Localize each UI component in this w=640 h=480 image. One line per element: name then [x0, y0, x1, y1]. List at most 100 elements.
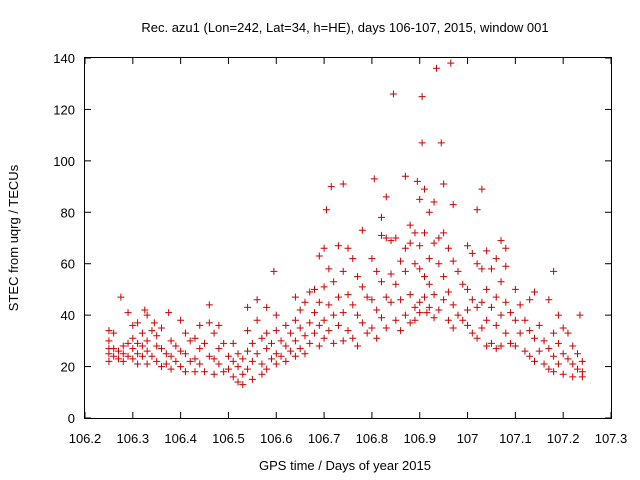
data-point	[559, 350, 567, 358]
data-point	[459, 316, 467, 324]
data-point	[301, 332, 309, 340]
data-point	[215, 360, 223, 368]
data-point	[487, 265, 495, 273]
x-axis-label: GPS time / Days of year 2015	[259, 458, 431, 473]
data-point	[162, 360, 170, 368]
data-point	[215, 321, 223, 329]
data-point	[181, 350, 189, 358]
data-point	[134, 319, 142, 327]
data-point	[239, 381, 247, 389]
y-tick-label: 120	[53, 102, 75, 117]
x-tick-label: 106.7	[308, 431, 341, 446]
data-point	[191, 334, 199, 342]
data-point	[322, 206, 330, 214]
data-point	[559, 324, 567, 332]
data-point	[416, 309, 424, 317]
data-point	[535, 347, 543, 355]
data-point	[425, 208, 433, 216]
data-point	[545, 365, 553, 373]
data-point	[444, 244, 452, 252]
data-point	[114, 347, 122, 355]
data-point	[224, 365, 232, 373]
data-point	[158, 345, 166, 353]
data-point	[382, 234, 390, 242]
data-point	[263, 329, 271, 337]
data-point	[263, 345, 271, 353]
data-point	[492, 293, 500, 301]
data-point	[421, 185, 429, 193]
data-point	[248, 339, 256, 347]
data-point	[416, 265, 424, 273]
data-point	[210, 355, 218, 363]
data-point	[464, 306, 472, 314]
data-point	[370, 175, 378, 183]
x-tick-label: 106.5	[212, 431, 245, 446]
data-point	[153, 342, 161, 350]
data-point	[554, 360, 562, 368]
y-tick-label: 20	[61, 360, 75, 375]
data-point	[397, 327, 405, 335]
data-point	[363, 293, 371, 301]
data-point	[449, 301, 457, 309]
data-point	[119, 357, 127, 365]
data-point	[248, 375, 256, 383]
data-point	[162, 350, 170, 358]
data-point	[191, 355, 199, 363]
data-point	[270, 267, 278, 275]
data-point	[574, 365, 582, 373]
data-point	[124, 309, 132, 317]
data-point	[454, 267, 462, 275]
data-point	[181, 329, 189, 337]
data-point	[267, 355, 275, 363]
data-point	[464, 285, 472, 293]
data-point	[320, 334, 328, 342]
data-point	[487, 303, 495, 311]
data-point	[330, 311, 338, 319]
data-point	[177, 347, 185, 355]
data-point	[401, 267, 409, 275]
data-point	[339, 180, 347, 188]
data-point	[492, 321, 500, 329]
data-point	[363, 329, 371, 337]
data-point	[554, 311, 562, 319]
data-point	[177, 363, 185, 371]
data-point	[339, 309, 347, 317]
data-point	[425, 280, 433, 288]
data-point	[502, 329, 510, 337]
data-point	[502, 298, 510, 306]
data-point	[473, 260, 481, 268]
data-point	[473, 303, 481, 311]
data-point	[239, 355, 247, 363]
data-point	[432, 64, 440, 72]
data-point	[124, 352, 132, 360]
data-point	[210, 329, 218, 337]
data-point	[423, 309, 431, 317]
data-point	[416, 242, 424, 250]
y-tick-label: 100	[53, 154, 75, 169]
data-point	[215, 345, 223, 353]
data-point	[478, 298, 486, 306]
data-point	[129, 345, 137, 353]
data-point	[105, 337, 113, 345]
data-point	[138, 329, 146, 337]
data-point	[535, 321, 543, 329]
data-point	[578, 373, 586, 381]
data-point	[377, 314, 385, 322]
y-tick-label: 140	[53, 51, 75, 66]
data-point	[392, 316, 400, 324]
data-point	[377, 278, 385, 286]
data-point	[196, 321, 204, 329]
data-point	[406, 239, 414, 247]
data-point	[430, 314, 438, 322]
data-point	[320, 244, 328, 252]
data-point	[129, 321, 137, 329]
data-point	[148, 327, 156, 335]
data-point	[521, 316, 529, 324]
data-point	[411, 316, 419, 324]
data-point	[272, 350, 280, 358]
data-point	[418, 93, 426, 101]
data-point	[497, 342, 505, 350]
data-point	[186, 357, 194, 365]
data-point	[377, 213, 385, 221]
